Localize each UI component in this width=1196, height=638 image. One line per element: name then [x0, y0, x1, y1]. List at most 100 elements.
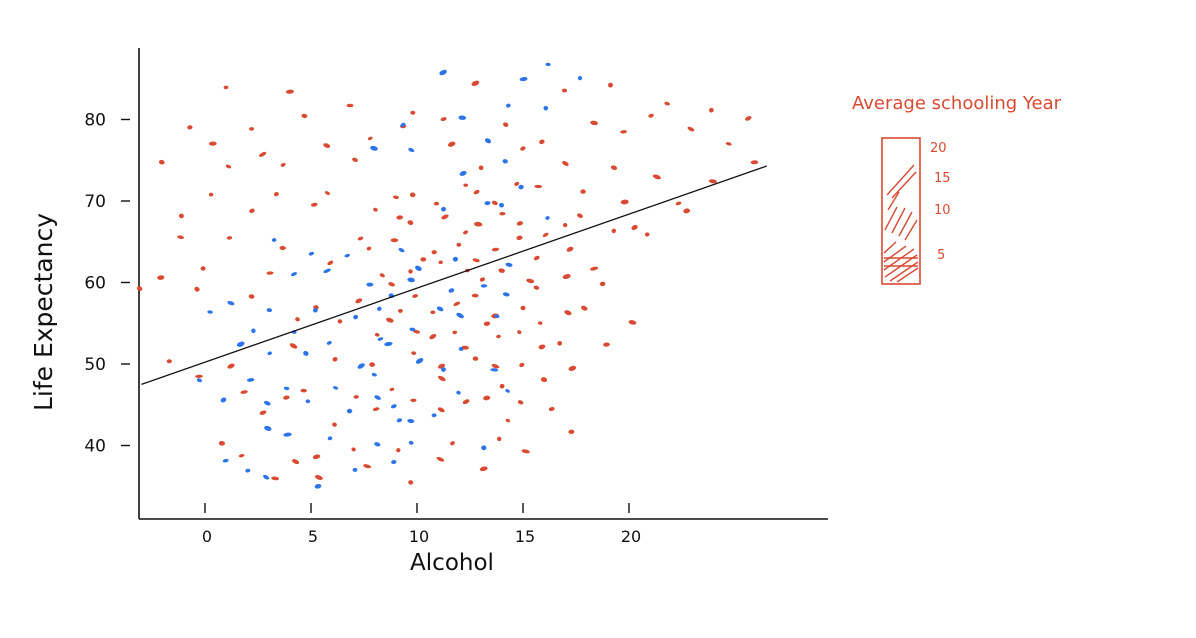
red-data-point — [568, 365, 577, 372]
red-data-point — [538, 344, 546, 350]
red-data-point — [271, 476, 279, 481]
blue-data-point — [484, 138, 492, 144]
blue-data-point — [236, 341, 245, 347]
blue-data-point — [264, 425, 272, 431]
blue-data-point — [251, 328, 256, 334]
blue-data-point — [222, 458, 229, 463]
red-data-point — [430, 310, 436, 315]
red-data-point — [301, 113, 308, 119]
red-data-point — [396, 215, 403, 220]
legend-tick-label: 20 — [930, 141, 947, 156]
legend-title: Average schooling Year — [852, 93, 1062, 114]
red-data-point — [708, 179, 717, 184]
red-data-point — [526, 278, 535, 284]
red-data-point — [351, 447, 356, 452]
red-data-point — [166, 359, 172, 364]
red-data-point — [599, 281, 606, 287]
red-data-point — [195, 374, 203, 379]
legend-tick-label: 15 — [934, 171, 951, 186]
blue-data-point — [220, 397, 227, 403]
blue-data-point — [344, 253, 350, 258]
red-data-point — [412, 329, 421, 334]
blue-data-point — [245, 468, 251, 473]
blue-data-point — [502, 159, 508, 164]
red-data-point — [437, 407, 445, 413]
red-data-point — [438, 260, 443, 265]
red-data-point — [491, 247, 500, 252]
red-data-point — [323, 143, 331, 148]
red-data-point — [610, 165, 618, 171]
blue-data-point — [357, 363, 365, 369]
red-data-point — [491, 363, 500, 369]
blue-data-point — [290, 272, 298, 277]
blue-data-point — [391, 459, 397, 465]
blue-data-point — [415, 358, 424, 364]
red-data-point — [178, 213, 184, 219]
red-data-point — [472, 356, 479, 361]
blue-data-point — [327, 436, 333, 441]
red-data-point — [453, 301, 461, 306]
red-data-point — [452, 330, 458, 335]
red-data-point — [412, 294, 418, 298]
blue-data-point — [441, 206, 446, 212]
red-data-point — [620, 130, 627, 134]
red-data-point — [499, 211, 506, 216]
x-tick-label: 15 — [515, 527, 535, 546]
red-data-point — [516, 235, 523, 241]
red-data-point — [327, 260, 334, 266]
red-data-point — [479, 466, 488, 472]
blue-data-point — [271, 238, 277, 242]
red-data-point — [750, 160, 759, 165]
red-data-point — [289, 343, 298, 349]
red-data-point — [519, 362, 525, 368]
blue-data-point — [502, 292, 510, 297]
red-data-point — [447, 141, 456, 147]
red-data-point — [463, 183, 469, 187]
blue-data-point — [448, 288, 455, 293]
red-data-point — [517, 400, 524, 405]
blue-data-point — [371, 372, 377, 377]
y-tick-label: 40 — [84, 437, 106, 457]
red-data-point — [410, 110, 416, 115]
blue-data-point — [353, 314, 359, 320]
blue-data-point — [407, 277, 415, 283]
red-data-point — [474, 221, 483, 227]
red-data-point — [631, 224, 638, 231]
x-axis-label: Alcohol — [410, 550, 494, 576]
red-data-point — [542, 232, 549, 238]
legend-hatching — [883, 164, 919, 283]
blue-data-point — [390, 404, 397, 409]
blue-data-point — [313, 308, 318, 313]
blue-data-point — [431, 413, 437, 418]
red-data-point — [462, 399, 470, 405]
blue-data-point — [481, 445, 487, 451]
red-data-point — [372, 407, 380, 411]
red-data-point — [369, 362, 375, 367]
red-data-point — [471, 293, 479, 298]
blue-data-point — [543, 105, 549, 111]
red-data-point — [158, 159, 165, 165]
red-data-point — [608, 82, 613, 88]
red-data-point — [496, 334, 501, 339]
blue-data-point — [333, 386, 339, 390]
red-data-point — [285, 89, 294, 94]
red-data-point — [581, 305, 588, 311]
blue-data-point — [577, 75, 583, 81]
blue-data-point — [407, 418, 415, 424]
red-data-point — [438, 375, 446, 382]
blue-data-point — [409, 327, 416, 332]
red-data-point — [374, 332, 380, 337]
legend-ticks: 20 15 10 5 — [930, 141, 951, 263]
red-data-point — [441, 214, 449, 220]
red-data-point — [396, 448, 401, 453]
red-data-point — [248, 294, 255, 299]
red-data-point — [408, 480, 414, 485]
legend-tick-label: 10 — [934, 203, 951, 218]
red-data-point — [472, 258, 480, 263]
red-data-point — [479, 277, 485, 282]
blue-data-point — [283, 386, 290, 391]
red-data-point — [540, 377, 548, 383]
blue-data-point — [499, 202, 504, 208]
blue-data-point — [484, 201, 491, 206]
blue-data-point — [458, 115, 467, 120]
